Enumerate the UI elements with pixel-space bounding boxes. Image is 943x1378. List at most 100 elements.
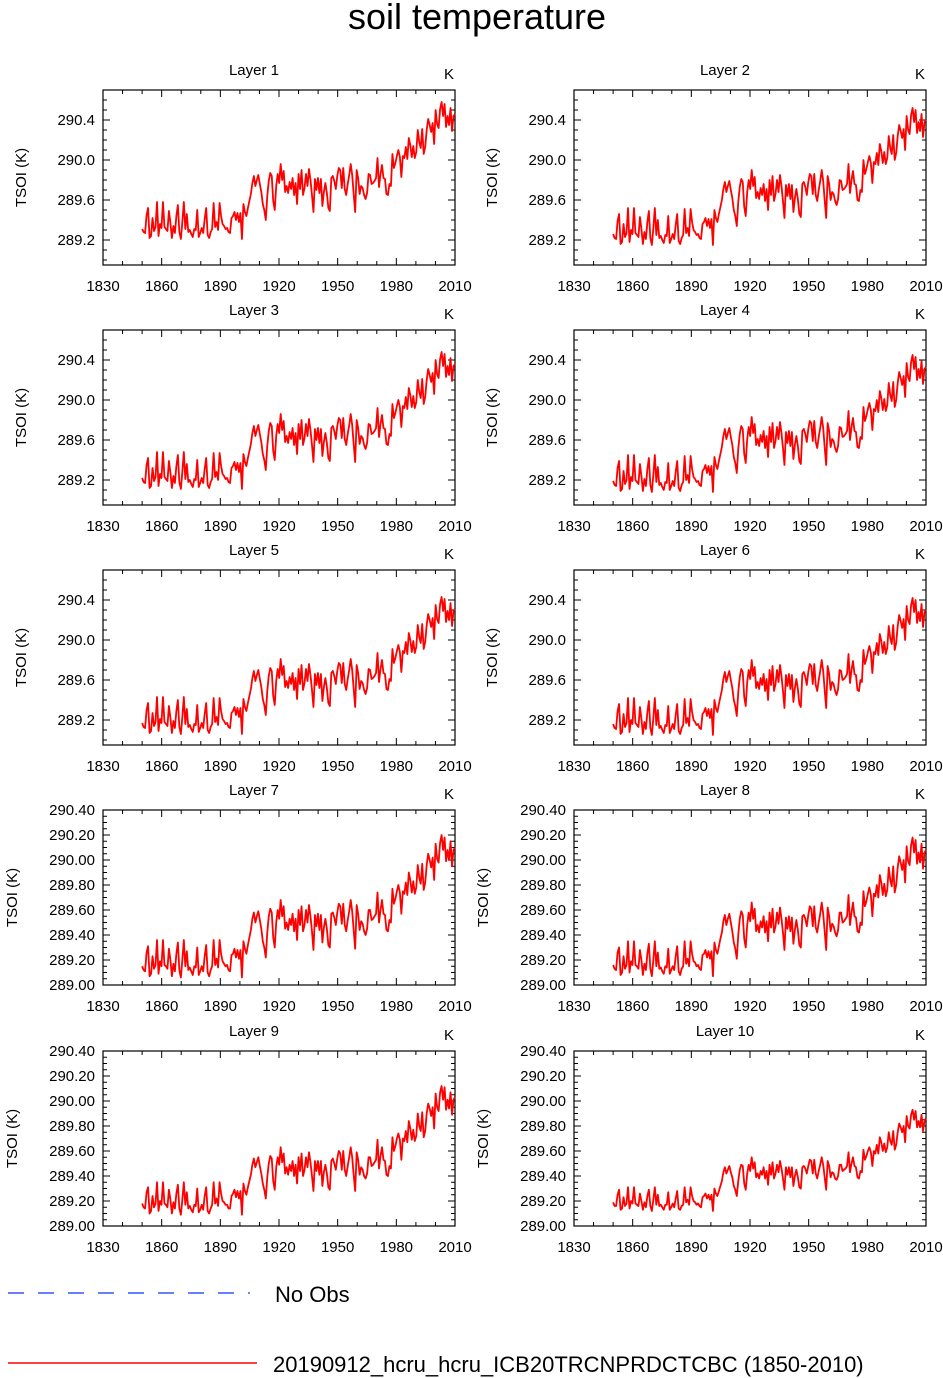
panel-10-xtick-label: 1890 [675, 1239, 708, 1256]
panel-7-ylabel: TSOI (K) [4, 868, 21, 927]
panel-8-ytick-label: 290.00 [520, 852, 566, 869]
panel-5-xtick-label: 1830 [86, 758, 119, 775]
panel-4-ytick-label: 290.4 [528, 352, 566, 369]
panel-7-xtick-label: 2010 [438, 998, 471, 1015]
panel-10: Layer 10 K 1830 1860 1890 1920 1950 1980 2010 289… [475, 1023, 943, 1256]
panel-10-xtick-label: 1830 [557, 1239, 590, 1256]
panel-9-xtick-label: 1890 [204, 1239, 237, 1256]
panel-2-series-line [612, 107, 927, 246]
panel-6-series-line [612, 597, 927, 736]
panel-9-xtick-label: 1950 [321, 1239, 354, 1256]
panel-3-xtick-label: 1890 [204, 518, 237, 535]
panel-4-title: Layer 4 [700, 302, 750, 319]
panel-10-series-line [612, 1108, 927, 1212]
panel-4-xtick-label: 2010 [909, 518, 942, 535]
panel-10-ytick-label: 289.20 [520, 1193, 566, 1210]
panel-10-ytick-label: 289.40 [520, 1168, 566, 1185]
panel-7-xtick-label: 1950 [321, 998, 354, 1015]
panel-8-title: Layer 8 [700, 782, 750, 799]
panel-2-ytick-label: 290.0 [528, 152, 566, 169]
panel-4-ytick-label: 289.6 [528, 432, 566, 449]
panel-8-ytick-label: 289.20 [520, 952, 566, 969]
panel-4-xtick-label: 1980 [851, 518, 884, 535]
panel-4-xtick-label: 1860 [616, 518, 649, 535]
panel-1-unit: K [444, 66, 454, 83]
panel-7-ytick-label: 290.00 [49, 852, 95, 869]
panel-2-ytick-label: 290.4 [528, 112, 566, 129]
panel-8-xtick-label: 1830 [557, 998, 590, 1015]
panel-5-ylabel: TSOI (K) [13, 628, 30, 687]
panel-1-ytick-label: 290.4 [57, 112, 95, 129]
panel-5-series-line [141, 596, 456, 735]
panel-2-xtick-label: 1830 [557, 278, 590, 295]
panel-3-ytick-label: 289.2 [57, 472, 95, 489]
panel-4-xtick-label: 1950 [792, 518, 825, 535]
panel-5-unit: K [444, 546, 454, 563]
panel-8-ytick-label: 290.40 [520, 802, 566, 819]
panel-6-ytick-label: 290.4 [528, 592, 566, 609]
panel-7-xtick-label: 1980 [380, 998, 413, 1015]
panel-3-xtick-label: 1980 [380, 518, 413, 535]
panel-8-xtick-label: 2010 [909, 998, 942, 1015]
panel-2-ytick-label: 289.2 [528, 232, 566, 249]
panel-10-xtick-label: 2010 [909, 1239, 942, 1256]
panel-10-ytick-label: 290.40 [520, 1043, 566, 1060]
panel-9-xtick-label: 1830 [86, 1239, 119, 1256]
panel-7-ytick-label: 290.40 [49, 802, 95, 819]
panel-8-unit: K [915, 786, 925, 803]
panel-5-ytick-label: 289.2 [57, 712, 95, 729]
panel-2-xtick-label: 1920 [733, 278, 766, 295]
panel-3: Layer 3 K 1830 1860 1890 1920 1950 1980 2010 289.… [13, 302, 472, 535]
panel-7-ytick-label: 290.20 [49, 827, 95, 844]
panel-5-xtick-label: 1980 [380, 758, 413, 775]
panel-7-ytick-label: 289.80 [49, 877, 95, 894]
panel-5-xtick-label: 1950 [321, 758, 354, 775]
panel-1-ytick-label: 289.6 [57, 192, 95, 209]
panel-2-title: Layer 2 [700, 62, 750, 79]
panel-7-series-line [141, 834, 456, 979]
panel-6-xtick-label: 1980 [851, 758, 884, 775]
panel-4-ytick-label: 289.2 [528, 472, 566, 489]
panel-3-ylabel: TSOI (K) [13, 388, 30, 447]
panel-7-xtick-label: 1890 [204, 998, 237, 1015]
panel-10-xtick-label: 1920 [733, 1239, 766, 1256]
panel-10-ytick-label: 289.00 [520, 1218, 566, 1235]
panel-8-ylabel: TSOI (K) [475, 868, 492, 927]
panel-1-ytick-label: 290.0 [57, 152, 95, 169]
legend-obs-label: No Obs [275, 1282, 350, 1307]
panel-10-title: Layer 10 [696, 1023, 754, 1040]
panel-4-xtick-label: 1920 [733, 518, 766, 535]
panel-6-xtick-label: 1890 [675, 758, 708, 775]
panel-5-ytick-label: 290.0 [57, 632, 95, 649]
panel-9-ytick-label: 289.00 [49, 1218, 95, 1235]
panel-2-xtick-label: 2010 [909, 278, 942, 295]
panel-4-xtick-label: 1890 [675, 518, 708, 535]
panel-3-xtick-label: 1830 [86, 518, 119, 535]
panel-1-ytick-label: 289.2 [57, 232, 95, 249]
panel-1-series-line [141, 101, 456, 240]
panel-8-ytick-label: 289.40 [520, 927, 566, 944]
panel-3-xtick-label: 2010 [438, 518, 471, 535]
panel-1-xtick-label: 1980 [380, 278, 413, 295]
panel-1: Layer 1 K 1830 1860 1890 1920 1950 1980 2010 289.… [13, 62, 472, 295]
figure-title: soil temperature [348, 0, 606, 37]
panel-8-ytick-label: 289.60 [520, 902, 566, 919]
panel-5-ytick-label: 289.6 [57, 672, 95, 689]
panel-6-xtick-label: 2010 [909, 758, 942, 775]
panel-7-xtick-label: 1860 [145, 998, 178, 1015]
panel-2-ylabel: TSOI (K) [484, 148, 501, 207]
panel-9-ytick-label: 289.40 [49, 1168, 95, 1185]
panel-5-title: Layer 5 [229, 542, 279, 559]
panel-1-ylabel: TSOI (K) [13, 148, 30, 207]
panel-7-xtick-label: 1920 [262, 998, 295, 1015]
panel-8-xtick-label: 1890 [675, 998, 708, 1015]
panel-8-ytick-label: 290.20 [520, 827, 566, 844]
panel-4-xtick-label: 1830 [557, 518, 590, 535]
panel-7-ytick-label: 289.40 [49, 927, 95, 944]
panel-2: Layer 2 K 1830 1860 1890 1920 1950 1980 2010 289.… [484, 62, 943, 295]
panel-9-xtick-label: 1980 [380, 1239, 413, 1256]
panel-5: Layer 5 K 1830 1860 1890 1920 1950 1980 2010 289.… [13, 542, 472, 775]
panel-5-xtick-label: 1860 [145, 758, 178, 775]
panel-7-ytick-label: 289.00 [49, 977, 95, 994]
panel-10-xtick-label: 1950 [792, 1239, 825, 1256]
